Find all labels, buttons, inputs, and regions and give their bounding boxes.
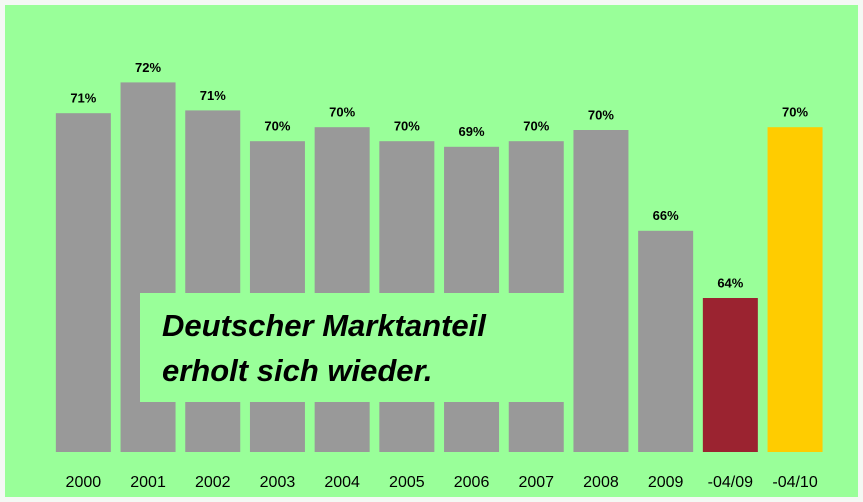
bar [573,130,629,452]
value-label: 71% [200,88,226,103]
x-tick-label: 2004 [324,474,360,491]
value-label: 72% [135,60,161,75]
value-label: 64% [717,275,743,290]
x-tick-label: -04/09 [708,474,753,491]
value-label: 66% [653,208,679,223]
annotation: Deutscher Marktanteil [162,308,487,343]
x-tick-label: 2006 [454,474,490,491]
value-label: 70% [782,105,808,120]
value-label: 70% [523,119,549,134]
x-tick-label: 2003 [260,474,296,491]
value-label: 69% [459,124,485,139]
bar [767,127,823,452]
annotation: erholt sich wieder. [162,353,432,388]
value-label: 70% [394,119,420,134]
bar [55,113,111,452]
x-tick-label: 2009 [648,474,684,491]
value-label: 70% [329,105,355,120]
bar [314,127,370,452]
x-tick-label: 2002 [195,474,231,491]
value-label: 70% [264,119,290,134]
x-tick-label: 2005 [389,474,425,491]
bar [638,230,694,452]
x-tick-label: 2008 [583,474,619,491]
bar [702,298,758,452]
value-label: 71% [70,91,96,106]
x-tick-label: 2007 [518,474,554,491]
x-tick-label: 2000 [66,474,102,491]
x-tick-label: 2001 [130,474,166,491]
value-label: 70% [588,107,614,122]
x-tick-label: -04/10 [772,474,817,491]
annotation-box [140,293,565,402]
